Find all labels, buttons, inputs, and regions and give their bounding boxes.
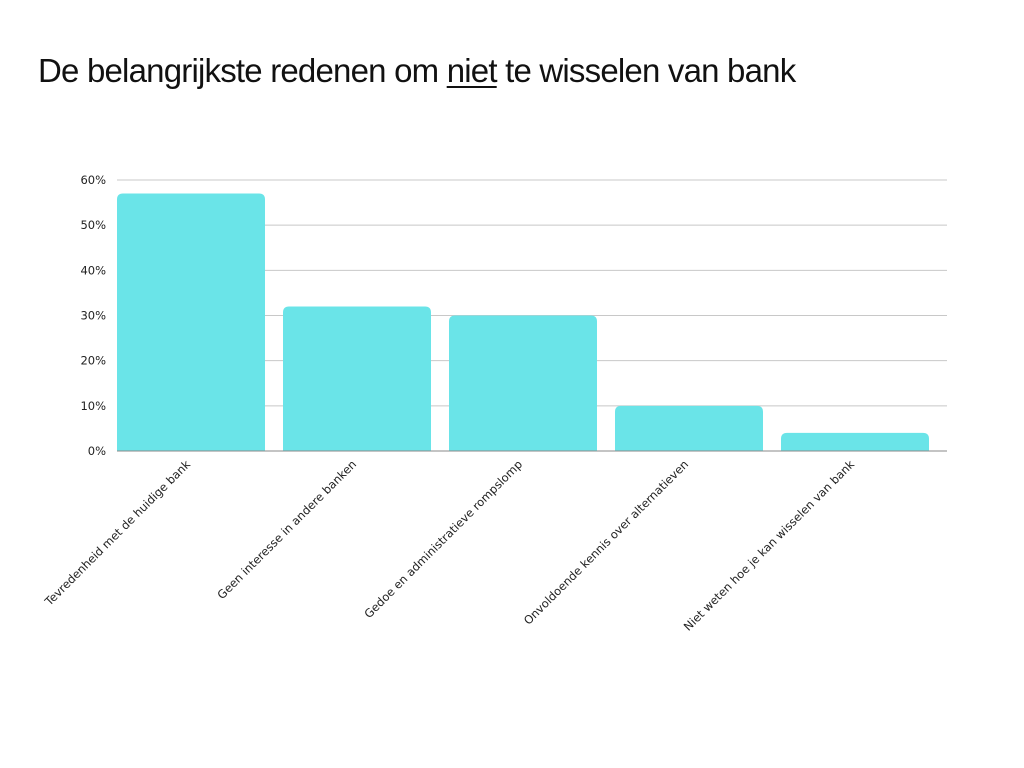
x-category-label: Tevredenheid met de huidige bank bbox=[41, 457, 193, 609]
title-text-before: De belangrijkste redenen om bbox=[38, 52, 447, 89]
title-text-after: te wisselen van bank bbox=[496, 52, 796, 89]
x-category-label: Gedoe en administratieve rompslomp bbox=[361, 457, 525, 621]
x-axis-category-labels: Tevredenheid met de huidige bank Geen int… bbox=[41, 457, 857, 634]
bar-1 bbox=[117, 193, 265, 452]
bars bbox=[117, 193, 929, 452]
y-axis-tick-labels: 0% 10% 20% 30% 40% 50% 60% bbox=[80, 173, 106, 458]
y-tick-label: 10% bbox=[80, 399, 106, 413]
title-text-emphasis: niet bbox=[446, 52, 498, 89]
y-tick-label: 40% bbox=[80, 263, 106, 277]
y-tick-label: 0% bbox=[88, 444, 106, 458]
x-category-label: Geen interesse in andere banken bbox=[214, 457, 359, 602]
bar-2 bbox=[283, 306, 431, 451]
y-tick-label: 50% bbox=[80, 218, 106, 232]
bar-5 bbox=[781, 432, 929, 451]
y-tick-label: 20% bbox=[80, 354, 106, 368]
bar-4 bbox=[615, 405, 763, 451]
x-category-label: Niet weten hoe je kan wisselen van bank bbox=[681, 457, 858, 634]
y-tick-label: 30% bbox=[80, 309, 106, 323]
bar-3 bbox=[449, 315, 597, 451]
x-category-label: Onvoldoende kennis over alternatieven bbox=[521, 457, 691, 627]
y-tick-label: 60% bbox=[80, 173, 106, 187]
chart-title: De belangrijkste redenen om niet te wiss… bbox=[38, 52, 796, 90]
